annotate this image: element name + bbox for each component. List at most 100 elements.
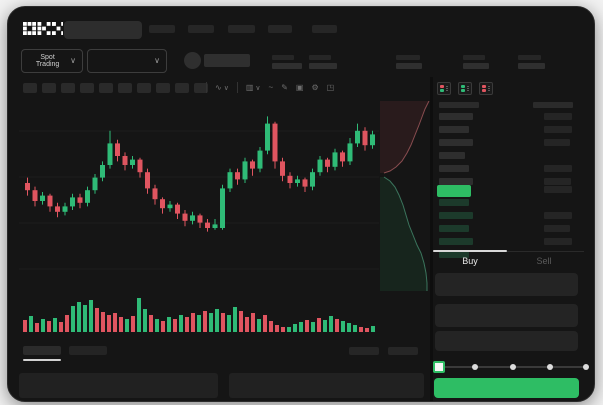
orders-toolbar-button[interactable] — [388, 347, 418, 355]
ask-price[interactable] — [439, 152, 465, 159]
orders-toolbar-button[interactable] — [349, 347, 379, 355]
candlestick-chart[interactable] — [19, 101, 431, 333]
chevron-down-icon: ∨ — [70, 56, 76, 65]
ask-price[interactable] — [439, 126, 469, 133]
candle-body — [32, 190, 38, 201]
okx-logo[interactable] — [23, 21, 63, 37]
book-view-both[interactable] — [437, 82, 451, 95]
candle-body — [107, 143, 113, 165]
amount-slider-handle[interactable] — [433, 361, 445, 373]
tab-sell[interactable]: Sell — [536, 256, 552, 266]
panel-divider — [430, 77, 433, 401]
interval-dropdown: ∿ — [215, 83, 222, 92]
timeframe-button[interactable] — [23, 83, 37, 93]
bid-amount[interactable] — [544, 225, 570, 232]
candle-body — [362, 130, 368, 146]
bid-amount[interactable] — [544, 238, 572, 245]
volume-bar — [161, 321, 165, 332]
candle-body — [212, 224, 218, 228]
ask-amount[interactable] — [544, 139, 570, 146]
toolbar-divider — [206, 82, 207, 93]
candle-body — [280, 161, 285, 176]
bid-price[interactable] — [439, 199, 469, 206]
timeframe-button[interactable] — [156, 83, 170, 93]
volume-bar — [371, 326, 375, 332]
spot-trading-dropdown[interactable]: Spot Trading ∨ — [21, 49, 83, 73]
book-view-bids[interactable] — [458, 82, 472, 95]
chart-type-dropdown[interactable]: ▥ ∨ — [246, 83, 261, 92]
timeframe-button[interactable] — [118, 83, 132, 93]
screenshot-icon[interactable]: ▣ — [296, 83, 304, 92]
settings-icon[interactable]: ⚙ — [311, 83, 318, 92]
candle-body — [302, 179, 308, 187]
order-form-field[interactable] — [435, 331, 578, 351]
slider-stop-dot[interactable] — [472, 364, 478, 370]
timeframe-button[interactable] — [80, 83, 94, 93]
search-input[interactable] — [64, 21, 142, 39]
slider-stop-dot[interactable] — [583, 364, 589, 370]
draw-tool-icon[interactable]: ✎ — [281, 83, 288, 92]
volume-bar — [263, 315, 267, 332]
ask-amount[interactable] — [544, 178, 571, 185]
candle-body — [137, 159, 143, 173]
candle-body — [265, 123, 270, 151]
toolbar-divider — [236, 82, 238, 93]
nav-item[interactable] — [268, 25, 292, 33]
fullscreen-icon[interactable]: ◳ — [327, 83, 335, 92]
ask-price[interactable] — [439, 178, 473, 185]
nav-item[interactable] — [149, 25, 175, 33]
candle-body — [40, 195, 45, 201]
tab-buy[interactable]: Buy — [462, 256, 478, 266]
bid-amount[interactable] — [544, 212, 572, 219]
orders-table-placeholder — [19, 373, 218, 398]
orders-tab[interactable] — [23, 346, 61, 355]
nav-item[interactable] — [188, 25, 214, 33]
bid-price[interactable] — [439, 238, 473, 245]
volume-bar — [299, 322, 303, 332]
screenshot-icon: ▣ — [295, 83, 304, 92]
timeframe-button[interactable] — [194, 83, 208, 93]
order-form-field[interactable] — [435, 304, 578, 327]
timeframe-button[interactable] — [175, 83, 189, 93]
slider-stop-dot[interactable] — [510, 364, 516, 370]
ask-price[interactable] — [439, 139, 473, 146]
ask-amount[interactable] — [544, 165, 572, 172]
order-form-field[interactable] — [435, 273, 578, 296]
compare-icon[interactable]: ~ — [269, 83, 274, 92]
ask-amount[interactable] — [544, 126, 572, 133]
orders-tab[interactable] — [69, 346, 107, 355]
candle-body — [197, 215, 203, 223]
volume-bar — [365, 328, 369, 332]
volume-bar — [323, 320, 327, 332]
bid-price[interactable] — [439, 225, 469, 232]
book-icon-bars — [440, 85, 444, 92]
buy-tab-indicator — [433, 250, 507, 252]
timeframe-button[interactable] — [42, 83, 56, 93]
bid-price[interactable] — [439, 251, 469, 258]
timeframe-button[interactable] — [137, 83, 151, 93]
book-view-asks[interactable] — [479, 82, 493, 95]
candle-body — [257, 150, 263, 169]
ask-amount[interactable] — [544, 113, 572, 120]
volume-bar — [179, 315, 183, 332]
nav-item[interactable] — [228, 25, 255, 33]
nav-item[interactable] — [312, 25, 337, 33]
timeframe-button[interactable] — [61, 83, 75, 93]
book-icon-lines — [446, 85, 448, 92]
orders-table-placeholder — [229, 373, 424, 398]
interval-dropdown[interactable]: ∿ ∨ — [215, 83, 229, 92]
bid-price[interactable] — [439, 212, 473, 219]
ticker-stat-label — [463, 55, 485, 60]
buy-submit-button[interactable] — [434, 378, 579, 398]
ask-price[interactable] — [439, 113, 473, 120]
volume-bar — [287, 327, 291, 332]
coin-icon — [184, 52, 201, 69]
slider-stop-dot[interactable] — [547, 364, 553, 370]
orderbook-last-price[interactable] — [437, 185, 471, 197]
volume-bar — [35, 323, 39, 332]
timeframe-button[interactable] — [99, 83, 113, 93]
pair-selector-dropdown[interactable]: ∨ — [87, 49, 167, 73]
orderbook-price-header — [439, 102, 479, 108]
mid-amount[interactable] — [544, 186, 572, 193]
ask-price[interactable] — [439, 165, 469, 172]
